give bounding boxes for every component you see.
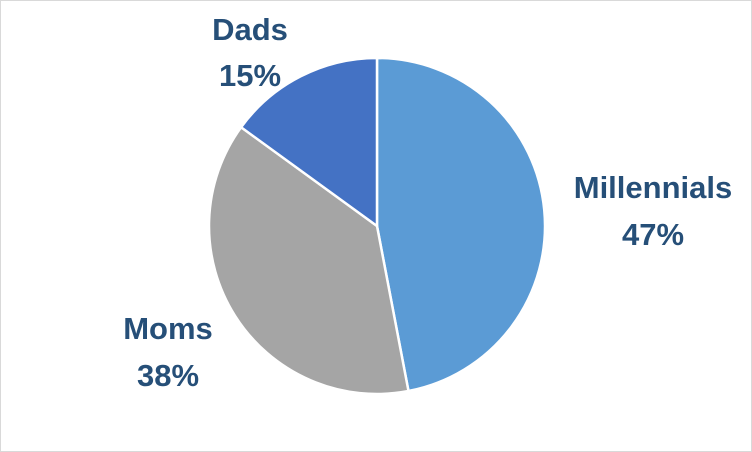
data-label-millennials: Millennials 47% xyxy=(574,170,732,252)
data-label-moms-value: 38% xyxy=(137,358,199,393)
pie-slice-moms xyxy=(207,125,410,396)
data-label-millennials-value: 47% xyxy=(622,217,684,252)
data-label-dads: Dads 15% xyxy=(212,12,288,93)
data-label-dads-name: Dads xyxy=(212,12,288,47)
data-label-moms: Moms 38% xyxy=(123,311,213,393)
data-label-moms-name: Moms xyxy=(123,311,213,346)
data-label-millennials-name: Millennials xyxy=(574,170,732,205)
pie-slice-millennials xyxy=(375,56,547,393)
pie-slice-dads xyxy=(239,56,379,229)
pie-slices xyxy=(207,56,547,396)
data-label-dads-value: 15% xyxy=(219,58,281,93)
